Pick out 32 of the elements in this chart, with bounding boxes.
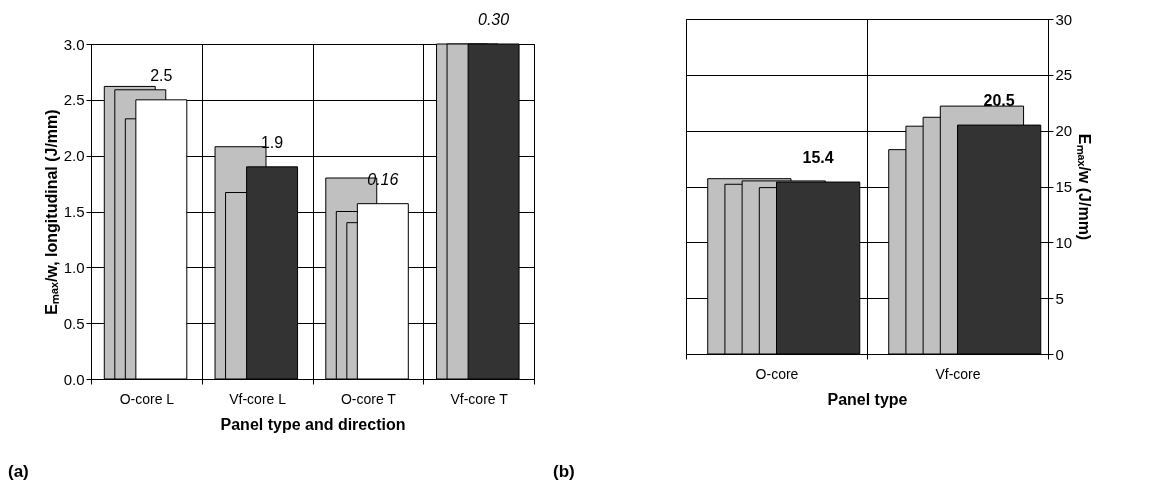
y-tick-label: 0.0 <box>63 370 85 388</box>
y-tick-label: 1.5 <box>63 203 85 220</box>
data-label: 20.5 <box>983 92 1015 110</box>
y-tick-label: 1.0 <box>63 258 85 276</box>
y-tick-label: 3.0 <box>63 35 85 53</box>
y-tick-label: 20 <box>1055 122 1073 140</box>
y-tick-label: 5 <box>1055 289 1064 307</box>
text: (a) <box>8 462 29 482</box>
data-label: 2.5 <box>150 66 173 84</box>
y-tick-label: 15 <box>1055 178 1073 195</box>
y-tick-label: 10 <box>1055 233 1073 251</box>
y-tick-label: 0 <box>1055 345 1064 363</box>
y-axis-title: Eₘₐₓ/w (J/mm) <box>1076 133 1094 241</box>
x-tick-label: O-core L <box>119 390 175 407</box>
text: (b) <box>553 462 575 482</box>
x-tick-label: O-core T <box>340 390 397 407</box>
y-tick-label: 2.5 <box>63 91 85 109</box>
data-label: 15.4 <box>802 149 834 167</box>
annotation: 0.30 <box>478 11 510 28</box>
annotation: 0.16 <box>367 170 399 188</box>
x-axis-title: Panel type and direction <box>220 415 406 433</box>
data-label: 1.9 <box>260 133 284 151</box>
x-tick-label: Vf-core L <box>229 390 287 407</box>
x-axis-title: Panel type <box>827 390 908 408</box>
y-tick-label: 0.5 <box>63 314 85 332</box>
y-tick-label: 25 <box>1055 66 1073 84</box>
y-axis-title: Eₘₐₓ/w, longitudinal (J/mm) <box>42 109 60 315</box>
x-tick-label: O-core <box>755 365 799 382</box>
y-tick-label: 2.0 <box>63 147 85 165</box>
x-tick-label: Vf-core <box>935 365 981 382</box>
x-tick-label: Vf-core T <box>450 390 509 407</box>
y-tick-label: 30 <box>1055 10 1073 28</box>
